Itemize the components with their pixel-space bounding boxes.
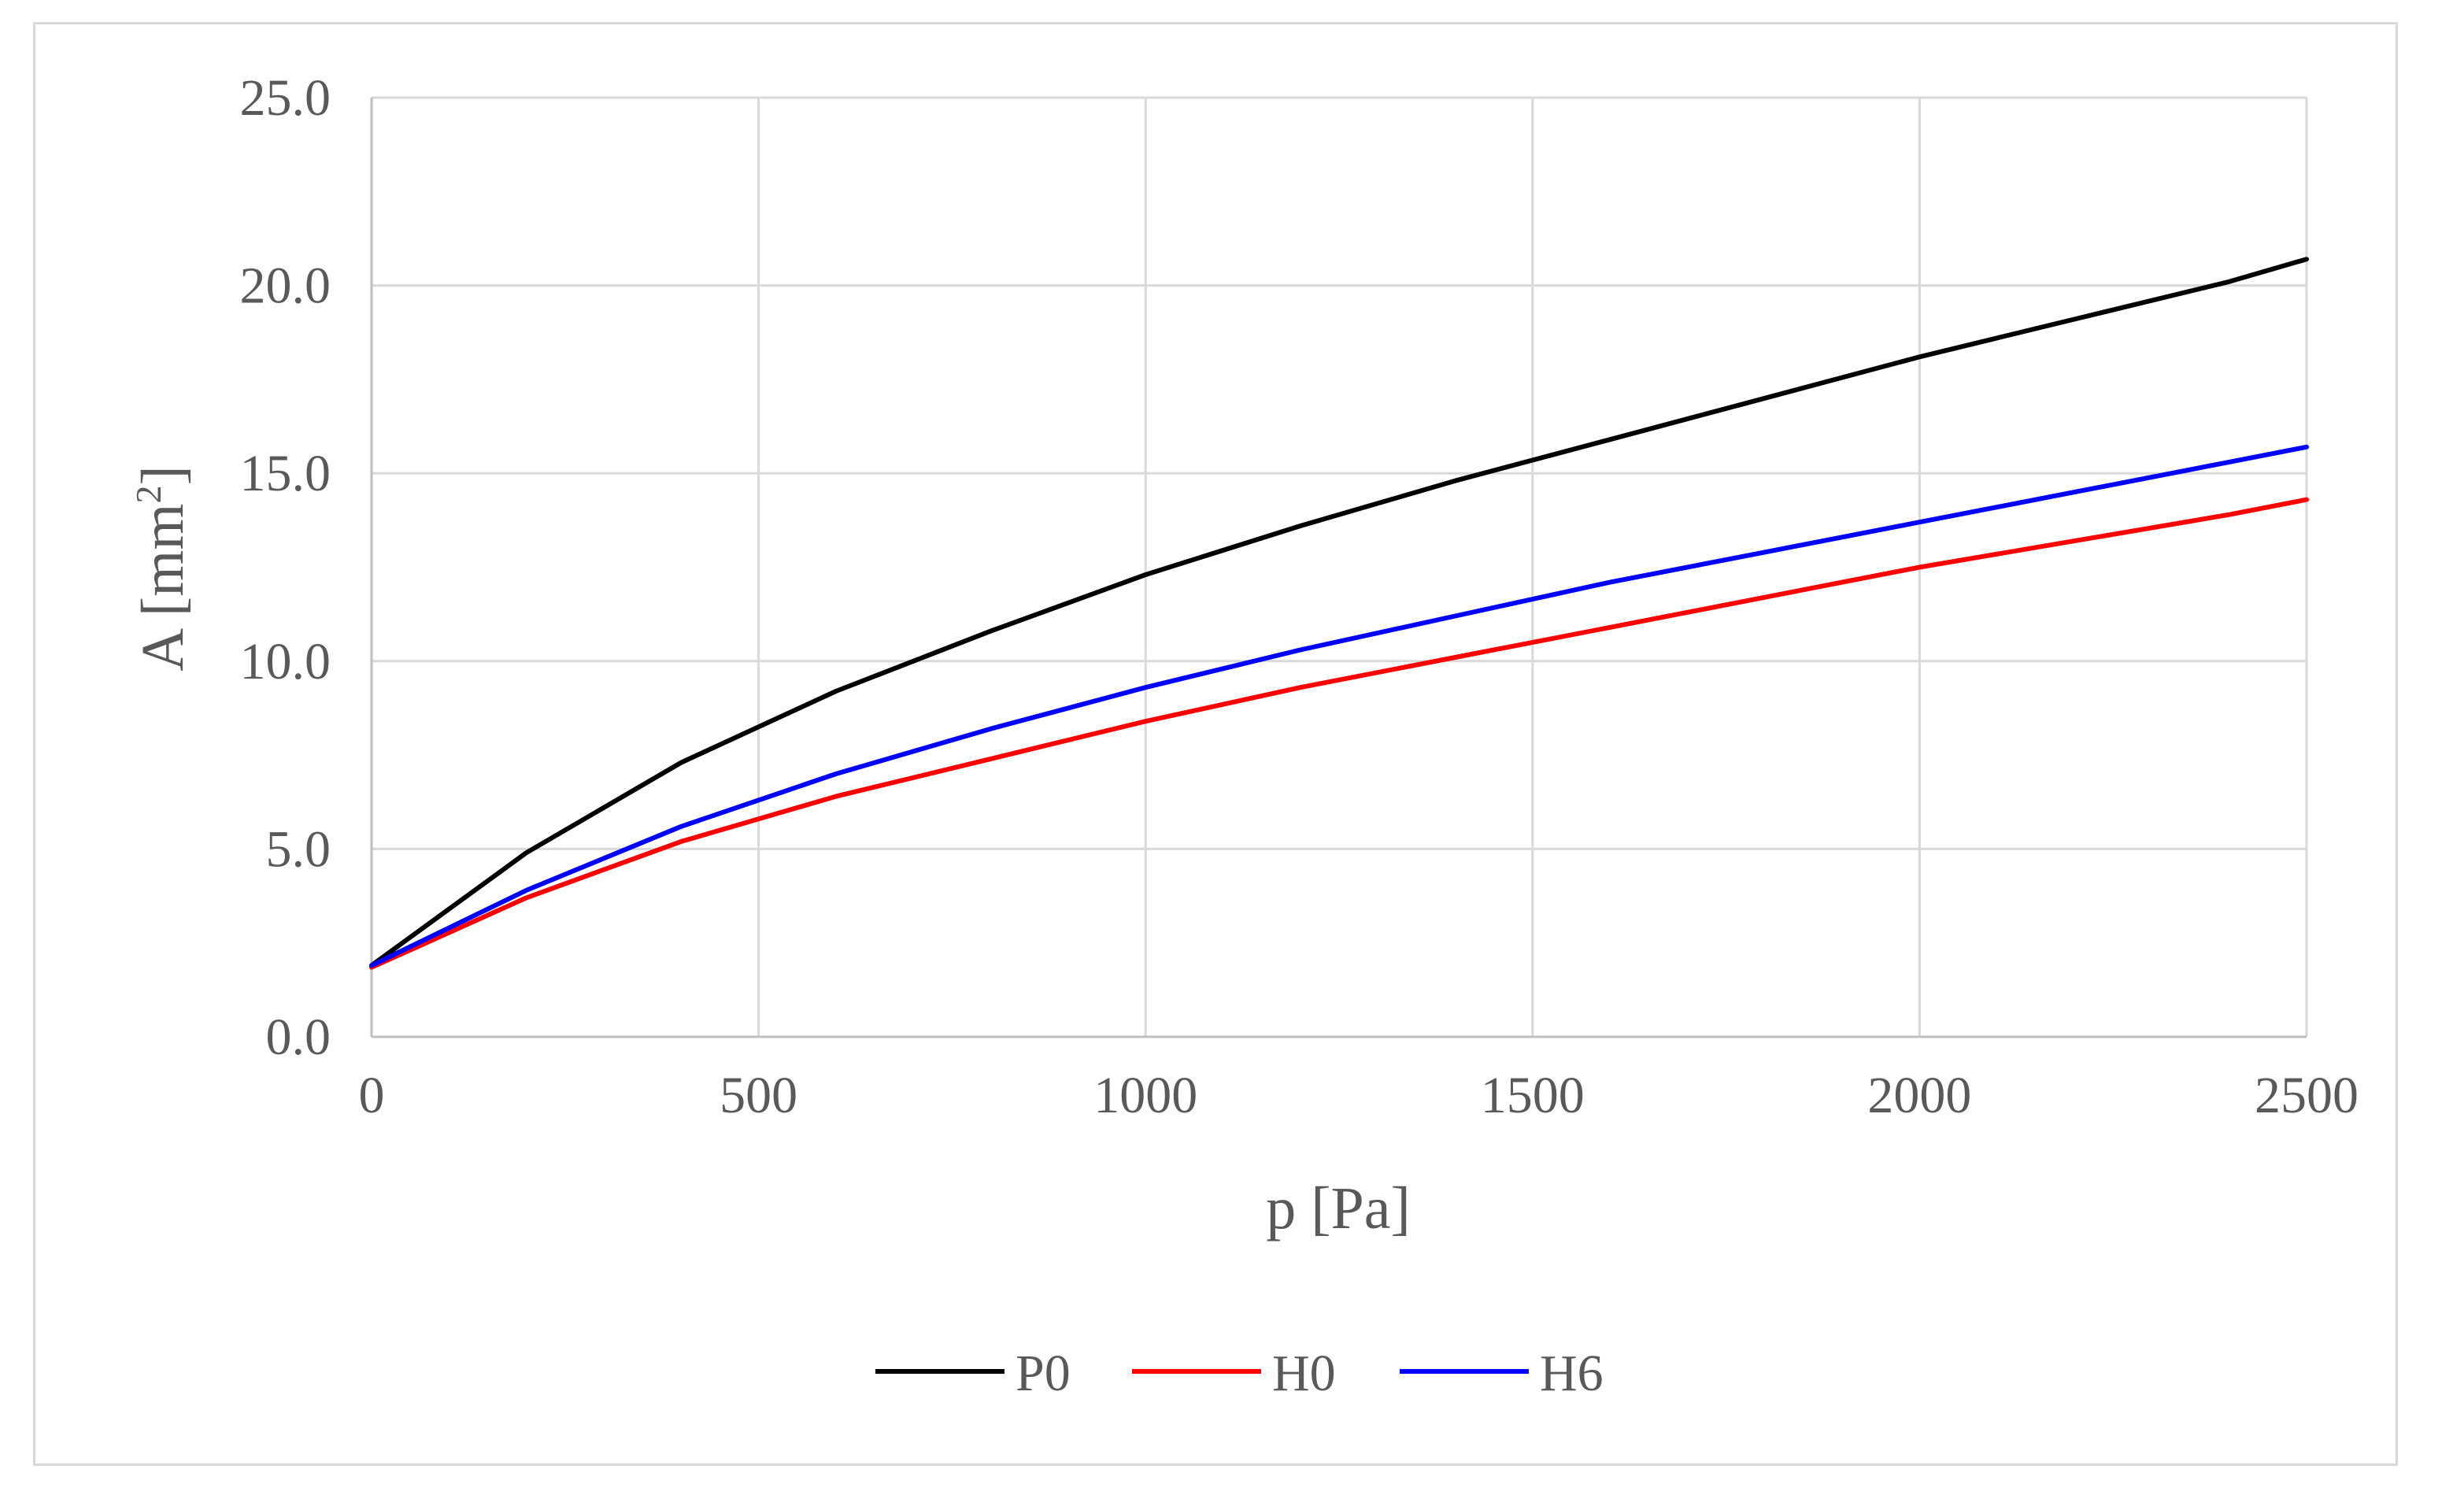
grid-layer [372,96,2308,1037]
y-tick-label: 5.0 [266,820,331,878]
legend: P0 H0 H6 [875,1345,1604,1402]
y-axis-title-sup: 2 [128,486,168,504]
series-line-p0 [369,257,2309,968]
x-axis-title: p [Pa] [1266,1175,1411,1242]
y-tick-label: 15.0 [240,445,331,502]
series-line-h6 [369,444,2309,968]
series-line-h0 [369,497,2309,970]
y-tick-label: 20.0 [240,257,331,315]
chart-frame [33,22,2398,1466]
label-layer: 0.0 5.0 10.0 15.0 20.0 25.0 0 500 1000 1500 2000 25… [240,69,2359,1124]
legend-label-p0: P0 [1016,1345,1071,1402]
y-tick-label: 0.0 [266,1008,331,1066]
x-tick-label: 1000 [1093,1067,1197,1124]
y-axis-title-main: A [mm [130,504,196,672]
axis-layer [370,98,2307,1038]
x-tick-label: 500 [720,1067,797,1124]
y-tick-label: 25.0 [240,69,331,127]
y-axis-title-close: ] [130,465,196,485]
legend-label-h6: H6 [1540,1345,1604,1402]
y-tick-label: 10.0 [240,633,331,690]
x-tick-label: 0 [359,1067,385,1124]
x-tick-label: 1500 [1481,1067,1585,1124]
x-tick-label: 2500 [2255,1067,2359,1124]
legend-label-h0: H0 [1272,1345,1336,1402]
y-axis-title: A [mm2] [128,465,196,672]
series-layer [369,257,2309,970]
x-tick-label: 2000 [1867,1067,1971,1124]
